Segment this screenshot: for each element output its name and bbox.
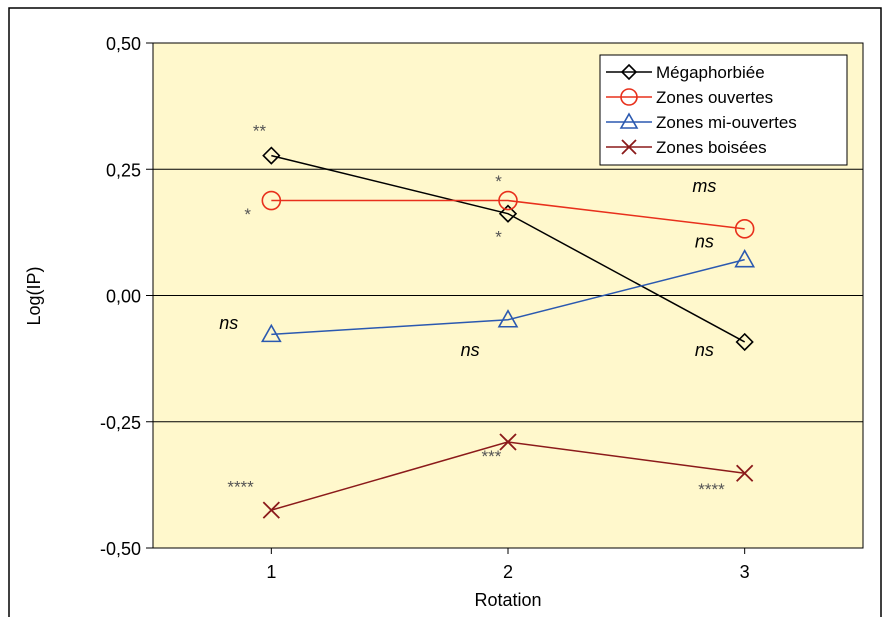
legend-label: Zones mi-ouvertes	[656, 113, 797, 132]
annotation-label: ns	[695, 232, 714, 252]
data-point	[497, 309, 519, 328]
legend-label: Mégaphorbiée	[656, 63, 765, 82]
data-point	[734, 219, 755, 239]
legend-marker	[620, 63, 638, 81]
series-line	[271, 199, 745, 230]
y-tick-label: -0,25	[100, 413, 141, 433]
legend-marker	[621, 139, 637, 155]
y-tick-label: -0,50	[100, 539, 141, 559]
legend-marker	[620, 88, 638, 106]
data-point	[262, 501, 280, 519]
series-3	[262, 433, 754, 519]
data-point	[734, 249, 756, 268]
data-point	[260, 323, 282, 343]
annotation-label: *	[495, 172, 502, 191]
x-tick-label: 2	[503, 562, 513, 582]
legend-entry: Zones boisées	[606, 138, 767, 157]
data-point	[261, 190, 282, 211]
legend-label: Zones boisées	[656, 138, 767, 157]
legend-label: Zones ouvertes	[656, 88, 773, 107]
legend-entry: Zones ouvertes	[606, 88, 773, 107]
x-axis-label: Rotation	[474, 590, 541, 610]
legend-entry: Zones mi-ouvertes	[606, 112, 797, 132]
annotation-label: **	[253, 121, 267, 140]
legend-entry: Mégaphorbiée	[606, 63, 765, 82]
y-tick-label: 0,50	[106, 34, 141, 54]
data-point	[735, 332, 754, 352]
annotation-label: *	[244, 205, 251, 224]
data-point	[736, 464, 754, 482]
annotation-label: ns	[695, 340, 714, 360]
annotation-label: ns	[461, 340, 480, 360]
x-tick-label: 3	[740, 562, 750, 582]
series-0	[262, 146, 754, 352]
axes: 0,50 0,25 0,00 -0,25 -0,50 1 2 3	[100, 34, 750, 582]
x-tick-label: 1	[266, 562, 276, 582]
y-axis-label: Log(IP)	[24, 266, 44, 325]
annotation-label: *	[495, 227, 502, 246]
annotation-label: ****	[227, 477, 254, 496]
legend-marker	[619, 112, 639, 129]
series-line	[271, 154, 746, 343]
series-line	[271, 258, 745, 336]
series-1	[261, 190, 755, 239]
annotation-label: ms	[692, 176, 716, 196]
data-point	[498, 204, 518, 223]
y-tick-label: 0,00	[106, 287, 141, 307]
data-point	[499, 433, 517, 451]
annotation-label: ***	[482, 447, 502, 466]
data-point	[498, 190, 518, 211]
data-point	[262, 146, 281, 165]
annotation-label: ****	[698, 480, 725, 499]
series-2	[260, 249, 756, 343]
y-tick-label: 0,25	[106, 160, 141, 180]
legend: Mégaphorbiée Zones ouvertes Zones mi-ouver…	[599, 54, 848, 166]
series	[260, 146, 756, 519]
annotation-label: ns	[219, 313, 238, 333]
gridlines	[153, 168, 863, 423]
